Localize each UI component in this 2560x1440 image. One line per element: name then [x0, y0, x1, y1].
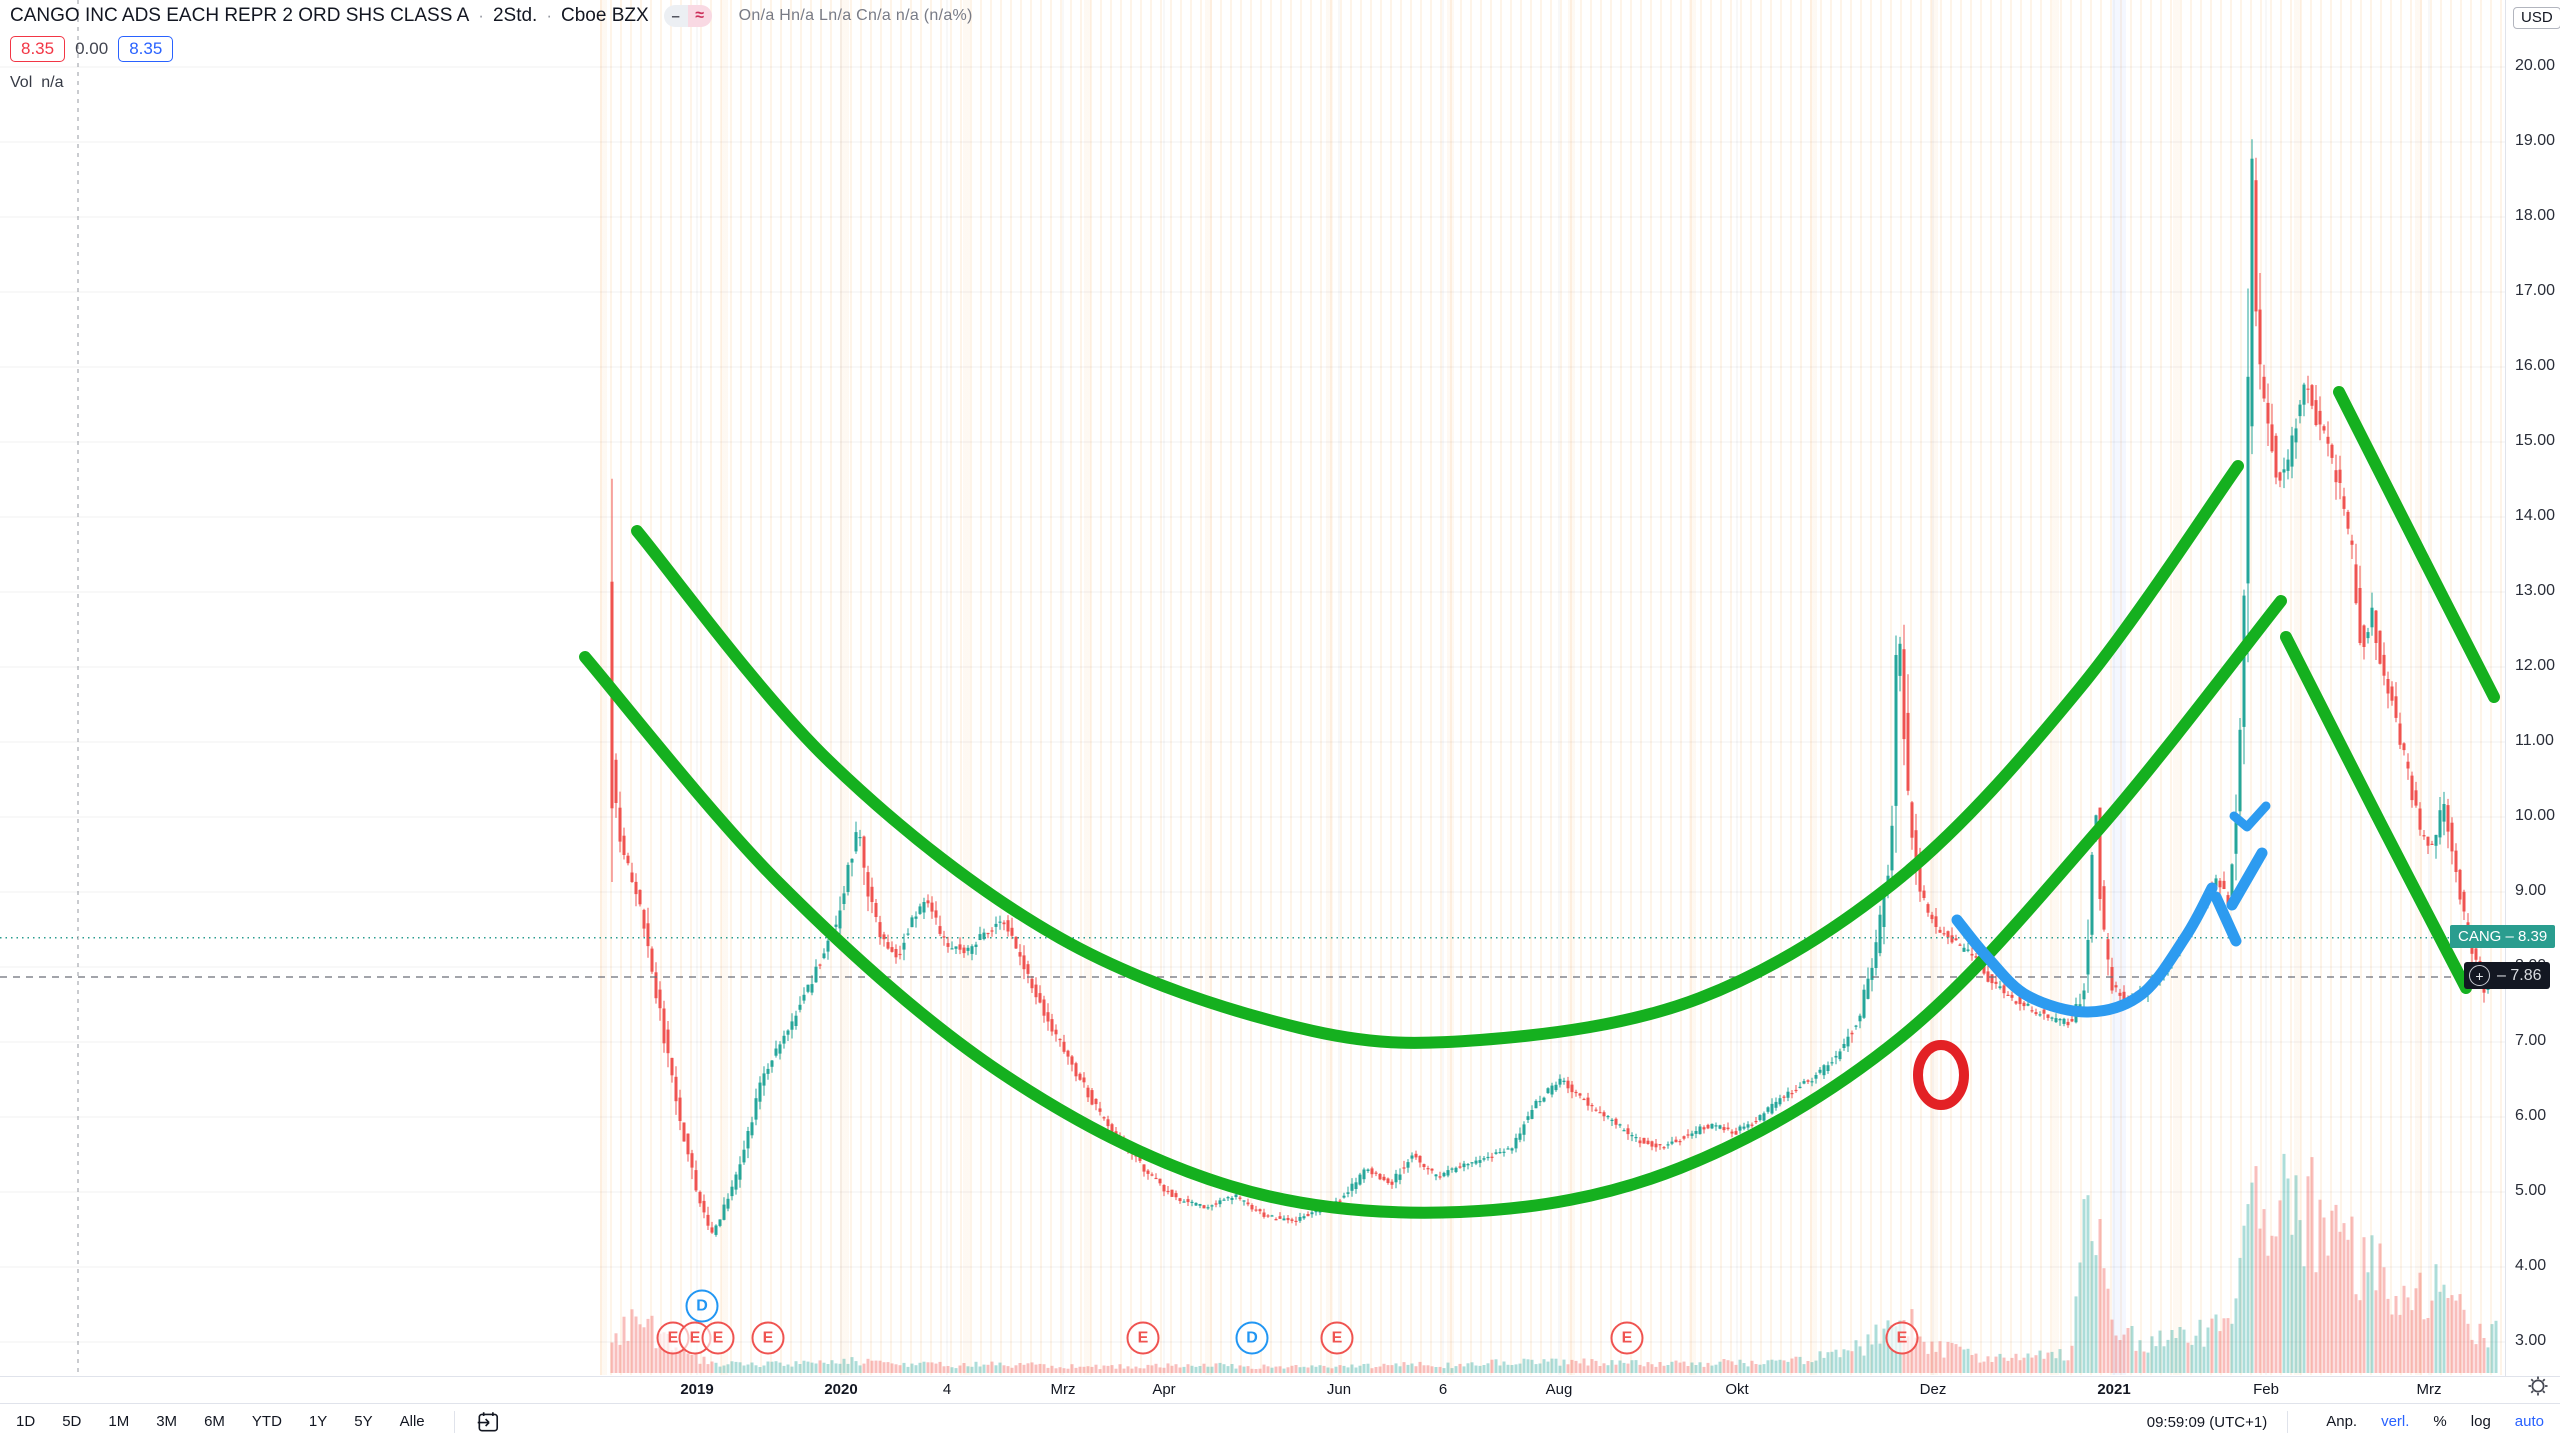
dividend-badge[interactable]: D: [1235, 1321, 1269, 1355]
separator-dot: ·: [546, 6, 553, 25]
session-clock[interactable]: 09:59:09 (UTC+1): [2146, 1413, 2268, 1431]
scale-mode-buttons: Anp. verl.% log auto: [2302, 1413, 2544, 1431]
price-axis-label: 12.00: [2515, 657, 2556, 674]
symbol-title[interactable]: CANGO INC ADS EACH REPR 2 ORD SHS CLASS …: [10, 5, 470, 26]
crosshair-price-label[interactable]: + – 7.86: [2464, 962, 2551, 989]
range-button-ytd[interactable]: YTD: [251, 1413, 282, 1430]
price-axis-label: 15.00: [2515, 432, 2556, 449]
price-axis-label: 14.00: [2515, 507, 2556, 524]
time-axis-label: 2019: [680, 1381, 714, 1398]
price-axis-label: 18.00: [2515, 207, 2556, 224]
buy-price-button[interactable]: 8.35: [118, 36, 174, 62]
time-axis-label: 4: [942, 1381, 952, 1398]
drawing-green-line-lower[interactable]: [2280, 631, 2472, 994]
price-axis-label: 13.00: [2515, 582, 2556, 599]
add-alert-plus-icon[interactable]: +: [2469, 965, 2490, 986]
crosshair-price-value: – 7.86: [2497, 966, 2542, 984]
price-axis[interactable]: USD 20.00 19.00 18.00 17.00 16.00 15.00 14.00 1…: [2505, 0, 2560, 1376]
toolbar-divider: [453, 1411, 455, 1433]
range-button-5y[interactable]: 5Y: [354, 1413, 373, 1430]
range-button-5d[interactable]: 5D: [62, 1413, 82, 1430]
time-axis-label: Okt: [1725, 1381, 1749, 1398]
price-axis-label: 16.00: [2515, 357, 2556, 374]
drawing-blue-tail-stroke[interactable]: [2210, 891, 2242, 947]
collapse-dash-icon[interactable]: –: [663, 5, 688, 27]
go-to-date-icon[interactable]: [475, 1409, 501, 1435]
drawing-green-curve-upper[interactable]: [631, 460, 2244, 1049]
range-button-3m[interactable]: 3M: [156, 1413, 178, 1430]
drawing-green-curve-lower[interactable]: [579, 595, 2287, 1219]
time-axis-label: Mrz: [2416, 1381, 2442, 1398]
price-axis-label: 20.00: [2515, 57, 2556, 74]
separator-dot: ·: [478, 6, 484, 25]
price-axis-label: 5.00: [2515, 1182, 2547, 1199]
price-axis-label: 10.00: [2515, 807, 2556, 824]
time-axis-label: Feb: [2253, 1381, 2279, 1398]
volume-label: Vol: [10, 74, 33, 91]
drawing-red-circle[interactable]: [1913, 1040, 1969, 1110]
ohlc-values: On/a Hn/a Ln/a Cn/a n/a (n/a%): [738, 7, 973, 24]
drawing-blue-diagonal-stroke[interactable]: [2226, 847, 2268, 911]
time-axis-label: 6: [1438, 1381, 1448, 1398]
legend-toggle-pill[interactable]: – ≈: [663, 5, 712, 27]
mode-button-verl[interactable]: verl.: [2381, 1413, 2410, 1430]
last-price-label: CANG – 8.39: [2450, 925, 2556, 948]
earnings-badge[interactable]: E: [1610, 1321, 1644, 1355]
mode-button-[interactable]: %: [2433, 1413, 2447, 1430]
drawing-blue-smile-curve[interactable]: [1951, 882, 2218, 1018]
bottom-toolbar: 1D 5D 1M 3M 6M YTD 1Y 5Y Alle 09:59:09 (UTC+1) A…: [0, 1403, 2560, 1440]
time-axis-label: 2020: [824, 1381, 858, 1398]
range-button-1y[interactable]: 1Y: [308, 1413, 328, 1430]
time-axis-label: Aug: [1545, 1381, 1573, 1398]
grid-lines: [0, 0, 2505, 1375]
sell-price-button[interactable]: 8.35: [10, 36, 66, 62]
earnings-badge[interactable]: E: [1126, 1321, 1160, 1355]
price-axis-label: 6.00: [2515, 1107, 2547, 1124]
earnings-badge[interactable]: E: [1885, 1321, 1919, 1355]
session-highlight-band: [2112, 0, 2126, 1375]
time-axis-label: Jun: [1326, 1381, 1352, 1398]
range-button-1d[interactable]: 1D: [16, 1413, 36, 1430]
time-axis-label: Dez: [1919, 1381, 1947, 1398]
price-axis-label: 11.00: [2515, 732, 2554, 749]
axis-settings-gear-icon[interactable]: [2525, 1373, 2551, 1399]
chart-legend: CANGO INC ADS EACH REPR 2 ORD SHS CLASS …: [10, 5, 973, 92]
price-axis-label: 7.00: [2515, 1032, 2547, 1049]
range-button-6m[interactable]: 6M: [204, 1413, 225, 1430]
time-axis-label: Mrz: [1050, 1381, 1076, 1398]
drawing-blue-checkmark[interactable]: [2229, 801, 2271, 832]
mode-button-auto[interactable]: auto: [2514, 1413, 2544, 1430]
mode-button-log[interactable]: log: [2470, 1413, 2491, 1430]
time-axis-label: 2021: [2097, 1381, 2131, 1398]
interval-label[interactable]: 2Std.: [492, 5, 538, 26]
range-button-alle[interactable]: Alle: [399, 1413, 425, 1430]
time-axis[interactable]: 2019 2020 4 Mrz Apr Jun 6 Aug Okt Dez 2021 Feb Mrz: [0, 1376, 2560, 1403]
volume-value: n/a: [41, 74, 64, 91]
drawing-green-line-upper[interactable]: [2333, 386, 2500, 703]
price-chart[interactable]: [0, 0, 2505, 1375]
dividend-badge[interactable]: D: [685, 1289, 719, 1323]
earnings-badge[interactable]: E: [751, 1321, 785, 1355]
date-range-buttons: 1D 5D 1M 3M 6M YTD 1Y 5Y Alle: [16, 1413, 452, 1431]
toolbar-divider: [2287, 1411, 2289, 1433]
price-axis-label: 19.00: [2515, 132, 2556, 149]
volume-series: [610, 1153, 2498, 1373]
exchange-label[interactable]: Cboe BZX: [561, 5, 649, 26]
price-axis-label: 9.00: [2515, 882, 2547, 899]
earnings-badge[interactable]: E: [1320, 1321, 1354, 1355]
price-axis-label: 4.00: [2515, 1257, 2547, 1274]
similar-symbols-icon[interactable]: ≈: [687, 5, 712, 27]
spread-value: 0.00: [75, 39, 109, 58]
price-axis-label: 3.00: [2515, 1332, 2547, 1349]
mode-button-anp[interactable]: Anp.: [2326, 1413, 2358, 1430]
price-axis-label: 17.00: [2515, 282, 2556, 299]
currency-button[interactable]: USD: [2513, 7, 2560, 29]
range-button-1m[interactable]: 1M: [108, 1413, 130, 1430]
earnings-badge[interactable]: E: [701, 1321, 735, 1355]
time-axis-label: Apr: [1152, 1381, 1176, 1398]
